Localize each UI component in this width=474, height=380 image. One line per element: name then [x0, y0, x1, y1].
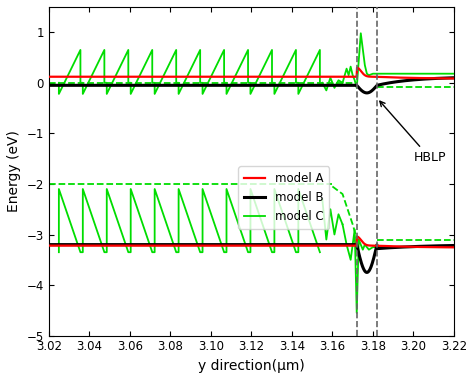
Y-axis label: Energy (eV): Energy (eV) — [7, 130, 21, 212]
X-axis label: y direction(μm): y direction(μm) — [198, 359, 305, 373]
Text: HBLP: HBLP — [380, 101, 446, 164]
Legend: model A, model B, model C: model A, model B, model C — [238, 166, 329, 229]
